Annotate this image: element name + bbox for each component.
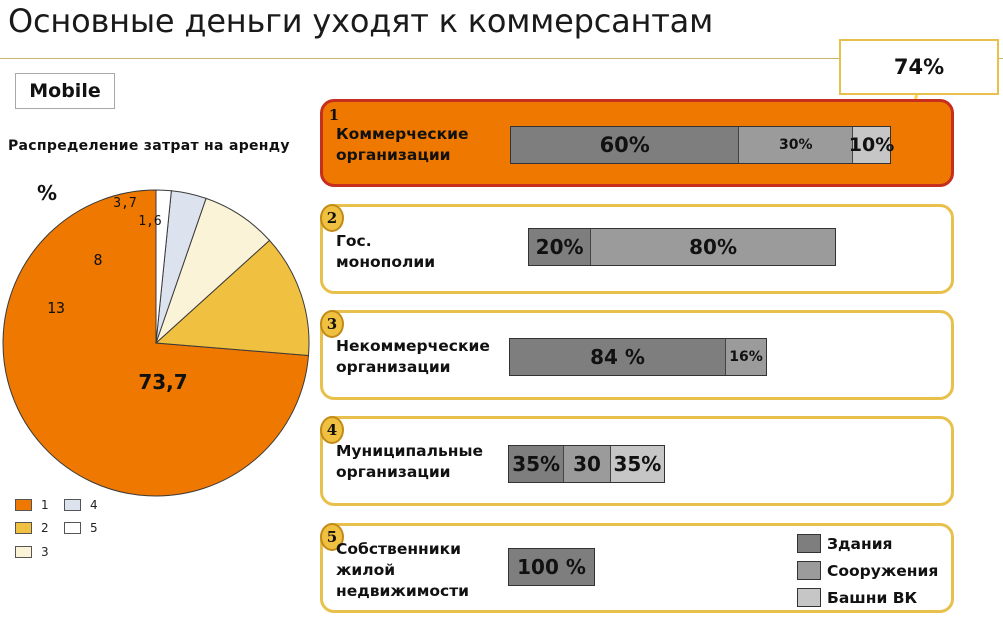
legend-swatch	[797, 588, 821, 607]
panel-number-badge: 4	[320, 416, 344, 444]
legend-swatch	[15, 522, 32, 534]
page-title: Основные деньги уходят к коммерсантам	[8, 2, 714, 40]
stacked-bar-1: 60% 30% 10%	[510, 126, 894, 164]
panel-label-line: организации	[336, 463, 451, 481]
bar-segment-Здания: 60%	[511, 127, 739, 163]
bar-segment-Сооружения: 30%	[738, 127, 853, 163]
callout-box: 74%	[839, 39, 999, 95]
panel-label-line: недвижимости	[336, 582, 470, 600]
stacked-bar-4: 35% 30 35%	[508, 445, 665, 483]
bar-segment-Здания: 20%	[529, 229, 591, 265]
panel-label-line: организации	[336, 358, 451, 376]
panel-number-badge: 3	[320, 310, 344, 338]
legend-swatch	[64, 499, 81, 511]
panel-label-line: Собственники	[336, 540, 461, 558]
panel-number-badge: 5	[320, 523, 344, 551]
panel-label-line: организации	[336, 146, 451, 164]
panel-label-line: жилой	[336, 561, 396, 579]
bar-legend-item: Здания	[797, 530, 938, 557]
pie-chart-title: Распределение затрат на аренду	[8, 138, 290, 154]
panel-label-line: Коммерческие	[336, 125, 469, 143]
legend-label: 1	[41, 498, 49, 512]
legend-label: Башни ВК	[827, 588, 918, 607]
bar-legend-item: Башни ВК	[797, 584, 938, 611]
platform-badge: Mobile	[15, 73, 115, 109]
pie-chart: 73,7 13 8 3,71,6	[2, 189, 310, 497]
category-panel-3: 3 Некоммерческие организации 84 % 16%	[320, 310, 954, 400]
panel-category-label: Некоммерческие организации	[336, 336, 490, 378]
pie-value-label-5: 1,6	[138, 214, 161, 229]
bar-segment-Сооружения: 30	[563, 446, 610, 482]
legend-label: 5	[90, 521, 98, 535]
bar-segment-Здания: 35%	[509, 446, 564, 482]
pie-legend-item-5: 5	[64, 521, 98, 535]
legend-label: 4	[90, 498, 98, 512]
bar-segment-Здания: 100 %	[509, 549, 594, 585]
legend-swatch	[797, 534, 821, 553]
panel-category-label: Собственники жилой недвижимости	[336, 539, 469, 602]
pie-slice-5	[155, 189, 172, 344]
panel-label-line: Гос.	[336, 232, 372, 250]
panel-number-badge: 1	[328, 106, 340, 124]
bar-segment-Здания: 84 %	[510, 339, 726, 375]
legend-swatch	[15, 499, 32, 511]
legend-swatch	[797, 561, 821, 580]
panel-label-line: монополии	[336, 253, 436, 271]
pie-legend-item-2: 2	[15, 521, 49, 535]
pie-value-label-3: 8	[93, 251, 102, 269]
pie-value-label-4: 3,7	[113, 196, 136, 211]
legend-label: 2	[41, 521, 49, 535]
category-panel-2: 2 Гос. монополии 20% 80%	[320, 204, 954, 294]
title-divider	[0, 58, 1003, 59]
bar-legend-item: Сооружения	[797, 557, 938, 584]
pie-legend-item-4: 4	[64, 498, 98, 512]
pie-slice-2	[154, 239, 310, 357]
pie-value-label-1: 73,7	[138, 370, 187, 394]
pie-legend-item-3: 3	[15, 545, 49, 559]
panel-category-label: Гос. монополии	[336, 231, 435, 273]
panel-number-badge: 2	[320, 204, 344, 232]
panel-label-line: Некоммерческие	[336, 337, 490, 355]
category-panel-4: 4 Муниципальные организации 35% 30 35%	[320, 416, 954, 506]
panel-category-label: Муниципальные организации	[336, 441, 483, 483]
pie-unit-label: %	[37, 181, 58, 205]
legend-swatch	[64, 522, 81, 534]
panel-label-line: Муниципальные	[336, 442, 484, 460]
bar-segment-Сооружения: 80%	[590, 229, 835, 265]
pie-value-label-2: 13	[47, 299, 65, 317]
legend-label: Сооружения	[827, 561, 939, 580]
stacked-bar-5: 100 %	[508, 548, 595, 586]
category-panel-1: 1 Коммерческие организации 60% 30% 10%	[320, 99, 954, 187]
stacked-bar-2: 20% 80%	[528, 228, 836, 266]
category-panel-5: 5 Собственники жилой недвижимости 100 %	[320, 523, 954, 613]
legend-label: Здания	[827, 534, 893, 553]
panel-category-label: Коммерческие организации	[336, 124, 469, 166]
bar-segment-Башни ВК: 35%	[609, 446, 664, 482]
bar-segment-Сооружения: 16%	[725, 339, 766, 375]
bar-legend: Здания Сооружения Башни ВК	[797, 530, 938, 611]
stacked-bar-3: 84 % 16%	[509, 338, 767, 376]
pie-legend-item-1: 1	[15, 498, 49, 512]
bar-segment-Башни ВК: 10%	[849, 127, 894, 163]
legend-swatch	[15, 546, 32, 558]
legend-label: 3	[41, 545, 49, 559]
